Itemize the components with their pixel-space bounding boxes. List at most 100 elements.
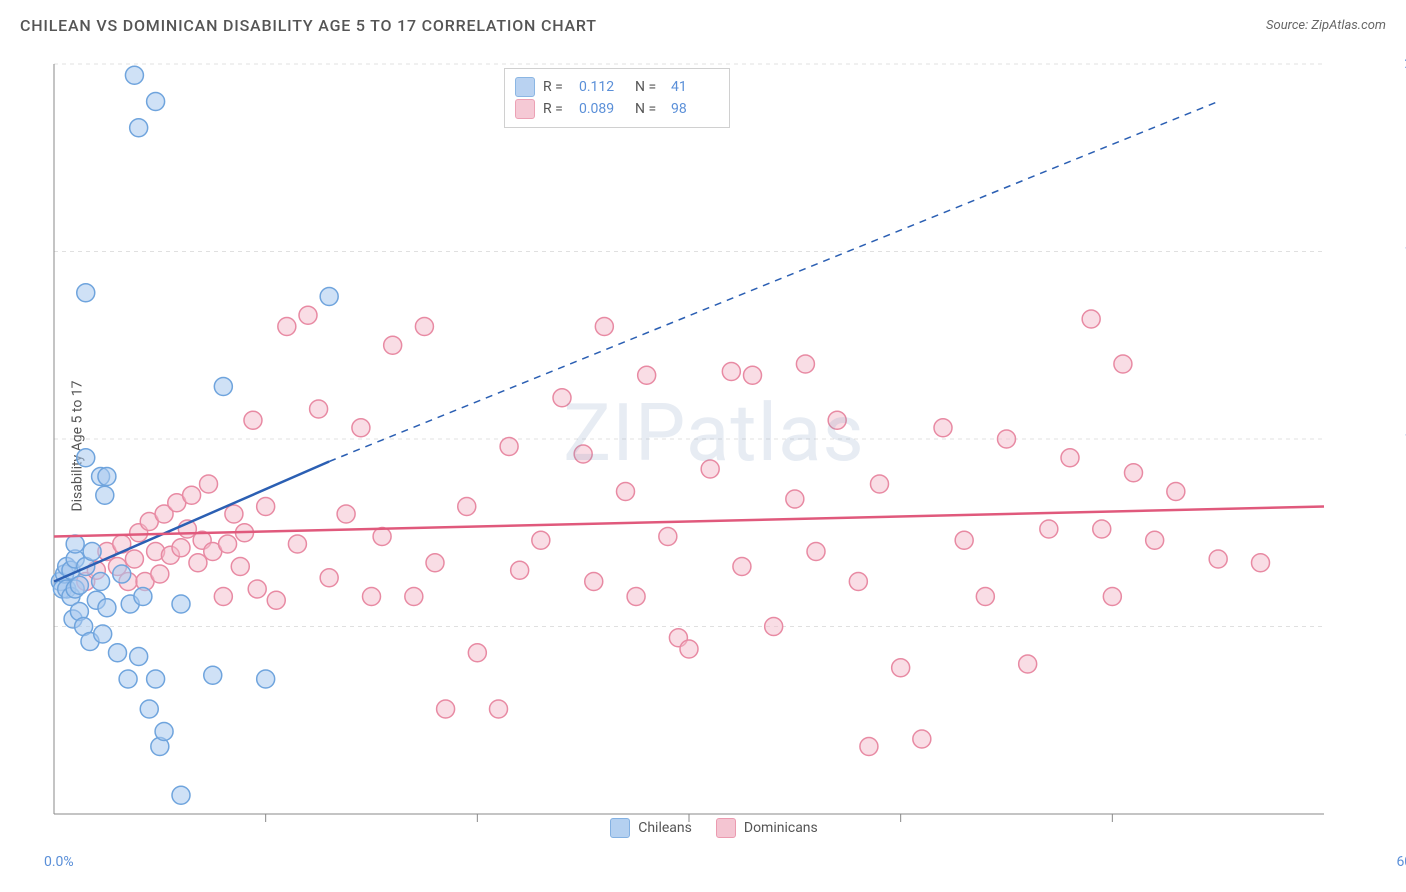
data-point [786, 490, 804, 508]
data-point [134, 588, 152, 606]
data-point [231, 558, 249, 576]
data-point [147, 670, 165, 688]
data-point [151, 565, 169, 583]
legend-swatch [716, 818, 736, 838]
data-point [532, 531, 550, 549]
legend-swatch [610, 818, 630, 838]
data-point [77, 284, 95, 302]
data-point [130, 119, 148, 137]
bottom-legend: Chileans Dominicans [44, 818, 1384, 838]
data-point [617, 483, 635, 501]
data-point [500, 438, 518, 456]
x-axis-min-label: 0.0% [44, 854, 74, 870]
legend-box: R =0.112N =41R =0.089N =98 [504, 68, 730, 128]
data-point [1125, 464, 1143, 482]
data-point [553, 389, 571, 407]
data-point [172, 786, 190, 804]
data-point [337, 505, 355, 523]
data-point [310, 400, 328, 418]
data-point [189, 554, 207, 572]
data-point [458, 498, 476, 516]
data-point [140, 700, 158, 718]
data-point [257, 670, 275, 688]
data-point [109, 644, 127, 662]
data-point [183, 486, 201, 504]
bottom-legend-item: Chileans [610, 818, 692, 838]
x-axis-max-label: 60.0% [1396, 854, 1406, 870]
data-point [66, 535, 84, 553]
chart-title: CHILEAN VS DOMINICAN DISABILITY AGE 5 TO… [20, 16, 597, 35]
data-point [98, 468, 116, 486]
regression-line [54, 507, 1324, 537]
data-point [214, 378, 232, 396]
data-point [426, 554, 444, 572]
data-point [733, 558, 751, 576]
data-point [92, 573, 110, 591]
data-point [204, 666, 222, 684]
legend-r-label: R = [543, 101, 571, 117]
data-point [200, 475, 218, 493]
regression-line-extrapolated [329, 102, 1218, 462]
data-point [1252, 554, 1270, 572]
legend-r-value: 0.089 [579, 101, 627, 117]
legend-swatch [515, 77, 535, 97]
data-point [701, 460, 719, 478]
data-point [363, 588, 381, 606]
data-point [1040, 520, 1058, 538]
chart-area: ZIPatlas R =0.112N =41R =0.089N =98 Chil… [44, 54, 1384, 844]
data-point [70, 576, 88, 594]
data-point [1019, 655, 1037, 673]
data-point [860, 738, 878, 756]
data-point [585, 573, 603, 591]
data-point [172, 539, 190, 557]
data-point [352, 419, 370, 437]
legend-n-label: N = [635, 79, 663, 95]
data-point [744, 366, 762, 384]
data-point [511, 561, 529, 579]
data-point [490, 700, 508, 718]
data-point [267, 591, 285, 609]
data-point [83, 543, 101, 561]
legend-row: R =0.089N =98 [515, 99, 719, 119]
data-point [1209, 550, 1227, 568]
data-point [934, 419, 952, 437]
data-point [113, 565, 131, 583]
data-point [871, 475, 889, 493]
data-point [1093, 520, 1111, 538]
source-label: Source: ZipAtlas.com [1266, 18, 1386, 33]
scatter-chart-svg [44, 54, 1384, 844]
bottom-legend-item: Dominicans [716, 818, 818, 838]
data-point [257, 498, 275, 516]
data-point [278, 318, 296, 336]
data-point [244, 411, 262, 429]
data-point [125, 66, 143, 84]
data-point [119, 670, 137, 688]
data-point [77, 449, 95, 467]
data-point [320, 569, 338, 587]
data-point [172, 595, 190, 613]
legend-n-value: 98 [671, 101, 719, 117]
data-point [1146, 531, 1164, 549]
legend-series-name: Dominicans [744, 820, 818, 836]
data-point [796, 355, 814, 373]
data-point [722, 363, 740, 381]
data-point [405, 588, 423, 606]
data-point [849, 573, 867, 591]
data-point [147, 93, 165, 111]
data-point [1103, 588, 1121, 606]
data-point [288, 535, 306, 553]
data-point [1082, 310, 1100, 328]
legend-swatch [515, 99, 535, 119]
legend-r-label: R = [543, 79, 571, 95]
data-point [468, 644, 486, 662]
data-point [415, 318, 433, 336]
data-point [659, 528, 677, 546]
data-point [955, 531, 973, 549]
data-point [998, 430, 1016, 448]
data-point [1061, 449, 1079, 467]
data-point [828, 411, 846, 429]
data-point [913, 730, 931, 748]
data-point [680, 640, 698, 658]
data-point [299, 306, 317, 324]
data-point [627, 588, 645, 606]
